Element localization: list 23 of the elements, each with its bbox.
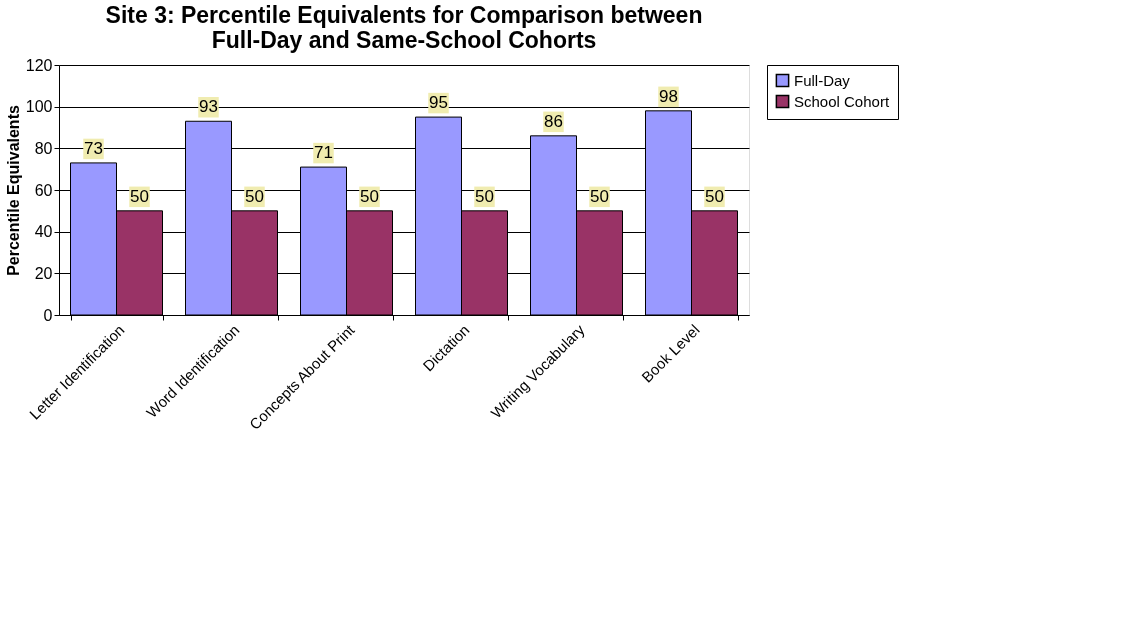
y-tick-label: 80 — [34, 139, 53, 157]
data-label: 93 — [199, 97, 218, 117]
data-label: 50 — [130, 186, 149, 206]
y-tick-label: 100 — [25, 98, 53, 116]
chart-title: Site 3: Percentile Equivalents for Comparison between Full-Day and Same-School Cohorts — [105, 2, 703, 53]
y-tick-label: 60 — [34, 181, 53, 199]
y-axis-title: Percentile Equivalents — [4, 105, 22, 276]
data-label: 73 — [84, 138, 103, 158]
data-label: 98 — [659, 86, 678, 106]
y-tick-label: 20 — [34, 264, 53, 282]
data-label: 95 — [429, 93, 448, 113]
legend-label: Full-Day — [794, 71, 851, 89]
data-label: 50 — [360, 186, 379, 206]
data-label: 50 — [475, 186, 494, 206]
y-tick-label: 0 — [43, 306, 53, 324]
data-label: 50 — [245, 186, 264, 206]
y-tick-label: 40 — [34, 223, 53, 241]
data-label: 50 — [590, 186, 609, 206]
y-tick-label: 120 — [25, 56, 53, 74]
data-label: 71 — [314, 143, 333, 163]
data-label: 50 — [705, 186, 724, 206]
legend-label: School Cohort — [794, 92, 890, 110]
data-label: 86 — [544, 111, 563, 131]
